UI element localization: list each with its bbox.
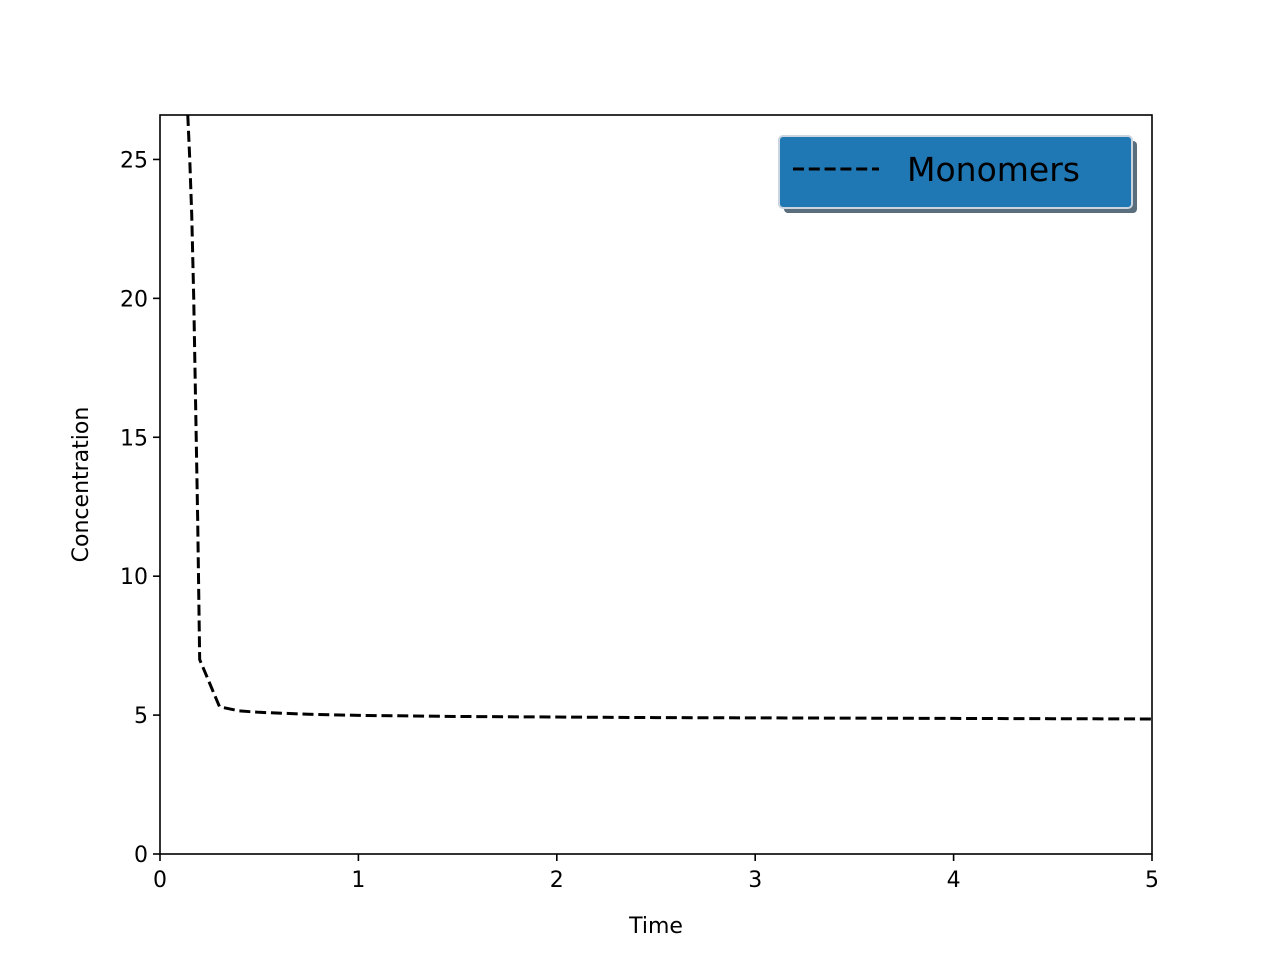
legend-box [778, 135, 1133, 209]
y-tick-label: 15 [120, 426, 148, 451]
y-tick-label: 20 [120, 287, 148, 312]
x-tick-label: 1 [351, 868, 365, 893]
y-axis-label: Concentration [69, 407, 94, 563]
x-axis-label: Time [628, 914, 683, 939]
x-tick-label: 4 [947, 868, 961, 893]
y-tick-label: 0 [134, 843, 148, 868]
y-tick-label: 5 [134, 704, 148, 729]
axes: 0 1 2 3 4 5 0 5 10 15 20 25 Time Concentration [69, 114, 1159, 939]
legend-label: Monomers [907, 150, 1080, 189]
x-tick-label: 0 [153, 868, 167, 893]
legend: Monomers [778, 135, 1137, 213]
x-tick-label: 2 [550, 868, 564, 893]
y-tick-label: 25 [120, 148, 148, 173]
x-tick-label: 5 [1145, 868, 1159, 893]
y-tick-label: 10 [120, 565, 148, 590]
x-tick-label: 3 [748, 868, 762, 893]
axes-frame [159, 114, 1153, 855]
